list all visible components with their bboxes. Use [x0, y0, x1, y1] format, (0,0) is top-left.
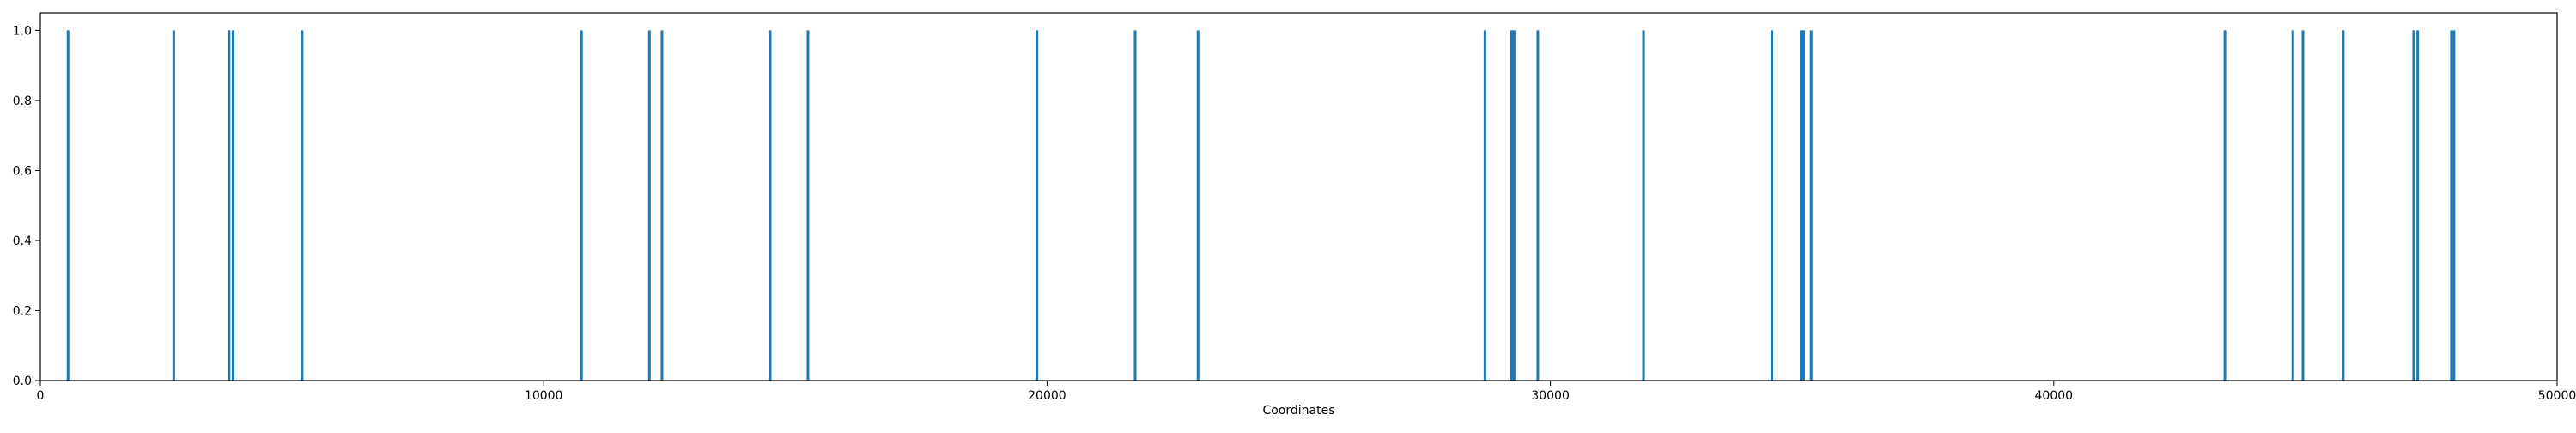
- y-tick-label: 0.6: [13, 164, 32, 178]
- y-tick-label: 0.2: [13, 304, 32, 318]
- x-axis-ticks: 0 10000 20000 30000 40000 50000: [37, 381, 2576, 403]
- x-tick-label: 0: [37, 389, 45, 403]
- x-tick-label: 20000: [1028, 389, 1066, 403]
- x-tick-label: 30000: [1531, 389, 1570, 403]
- y-tick-label: 0.8: [13, 95, 32, 108]
- y-tick-label: 0.0: [13, 375, 32, 388]
- x-tick-label: 40000: [2035, 389, 2074, 403]
- y-tick-label: 0.4: [13, 235, 32, 248]
- x-tick-label: 50000: [2538, 389, 2576, 403]
- plot-frame: [39, 12, 2558, 381]
- x-tick-label: 10000: [525, 389, 563, 403]
- y-axis-ticks: 0.0 0.2 0.4 0.6 0.8 1.0: [13, 24, 40, 388]
- y-tick-label: 1.0: [13, 24, 32, 38]
- x-axis-label: Coordinates: [1262, 404, 1334, 418]
- bar-series: [66, 30, 2456, 381]
